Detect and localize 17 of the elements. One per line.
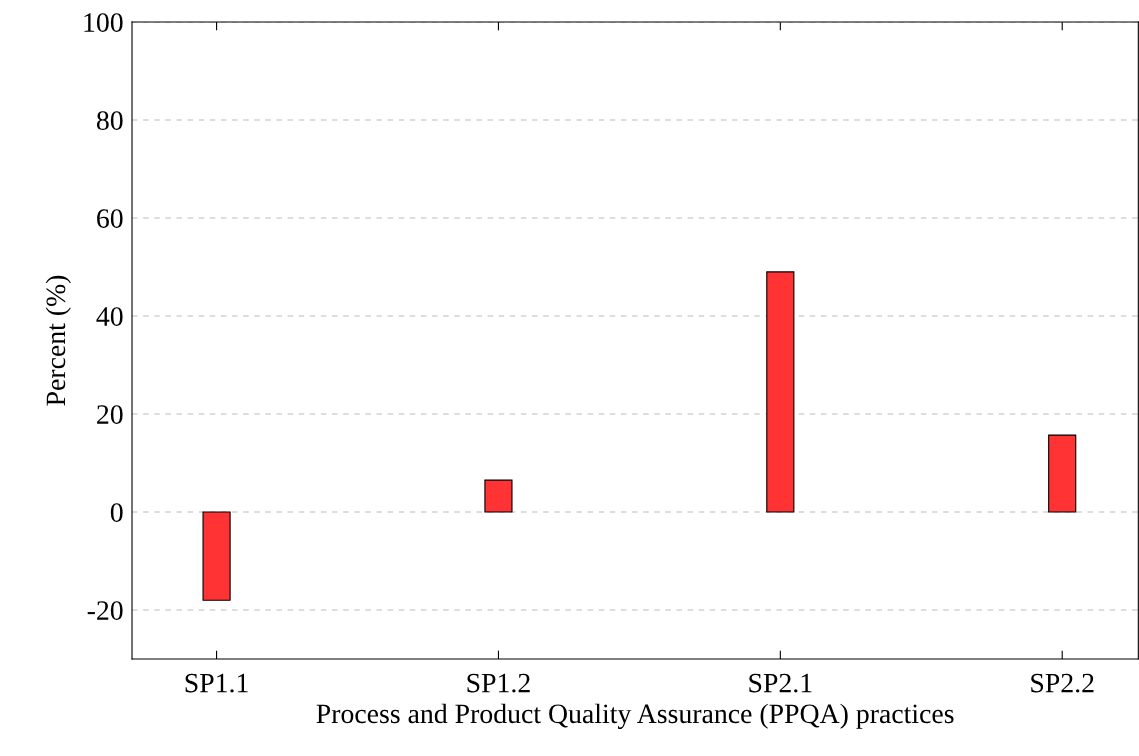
y-axis-title: Percent (%) xyxy=(45,275,71,406)
x-tick-label: SP1.1 xyxy=(185,673,248,693)
y-tick-label: 80 xyxy=(96,111,123,130)
x-tick-label: SP2.2 xyxy=(1031,673,1094,693)
y-tick-label: 40 xyxy=(96,307,123,326)
y-tick-label: 60 xyxy=(97,209,123,228)
y-tick-label: 100 xyxy=(84,13,123,32)
y-tick-label: 0 xyxy=(110,503,123,522)
bar xyxy=(1048,434,1077,513)
y-tick-label: 20 xyxy=(97,405,123,424)
bar xyxy=(202,511,231,601)
x-tick-label: SP2.1 xyxy=(749,673,812,693)
bar xyxy=(484,479,513,513)
y-tick-label: -20 xyxy=(87,601,123,620)
x-tick-label: SP1.2 xyxy=(467,673,530,693)
bar xyxy=(766,271,795,513)
x-axis-title: Process and Product Quality Assurance (PPQA) practices xyxy=(316,703,954,729)
